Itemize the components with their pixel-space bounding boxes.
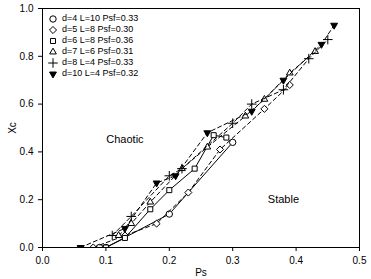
svg-text:0.6: 0.6 [20, 98, 34, 109]
svg-text:0.3: 0.3 [226, 255, 240, 266]
svg-text:1.0: 1.0 [20, 3, 34, 14]
html-text:d=6 L=8 Psf=0.36: d=6 L=8 Psf=0.36 [62, 35, 134, 45]
svg-text:0.4: 0.4 [289, 255, 303, 266]
html-text:d=8 L=4 Psf=0.33: d=8 L=4 Psf=0.33 [62, 57, 134, 67]
html-text:d=7 L=6 Psf=0.31: d=7 L=6 Psf=0.31 [62, 46, 134, 56]
html-text:d=5 L=8 Psf=0.30: d=5 L=8 Psf=0.30 [62, 24, 134, 34]
svg-text:Chaotic: Chaotic [106, 133, 144, 145]
svg-text:0.0: 0.0 [20, 242, 34, 253]
svg-text:0.2: 0.2 [20, 194, 34, 205]
svg-text:0.5: 0.5 [353, 255, 367, 266]
html-text:d=10 L=4 Psf=0.32: d=10 L=4 Psf=0.32 [62, 68, 139, 78]
svg-text:0.0: 0.0 [36, 255, 50, 266]
svg-text:Xc: Xc [7, 122, 18, 134]
svg-text:0.4: 0.4 [20, 146, 34, 157]
svg-text:Stable: Stable [268, 193, 299, 205]
svg-text:0.1: 0.1 [99, 255, 113, 266]
svg-text:0.2: 0.2 [162, 255, 176, 266]
svg-text:Ps: Ps [195, 267, 207, 278]
html-text:d=4 L=10 Psf=0.33: d=4 L=10 Psf=0.33 [62, 13, 139, 23]
svg-text:0.8: 0.8 [20, 51, 34, 62]
